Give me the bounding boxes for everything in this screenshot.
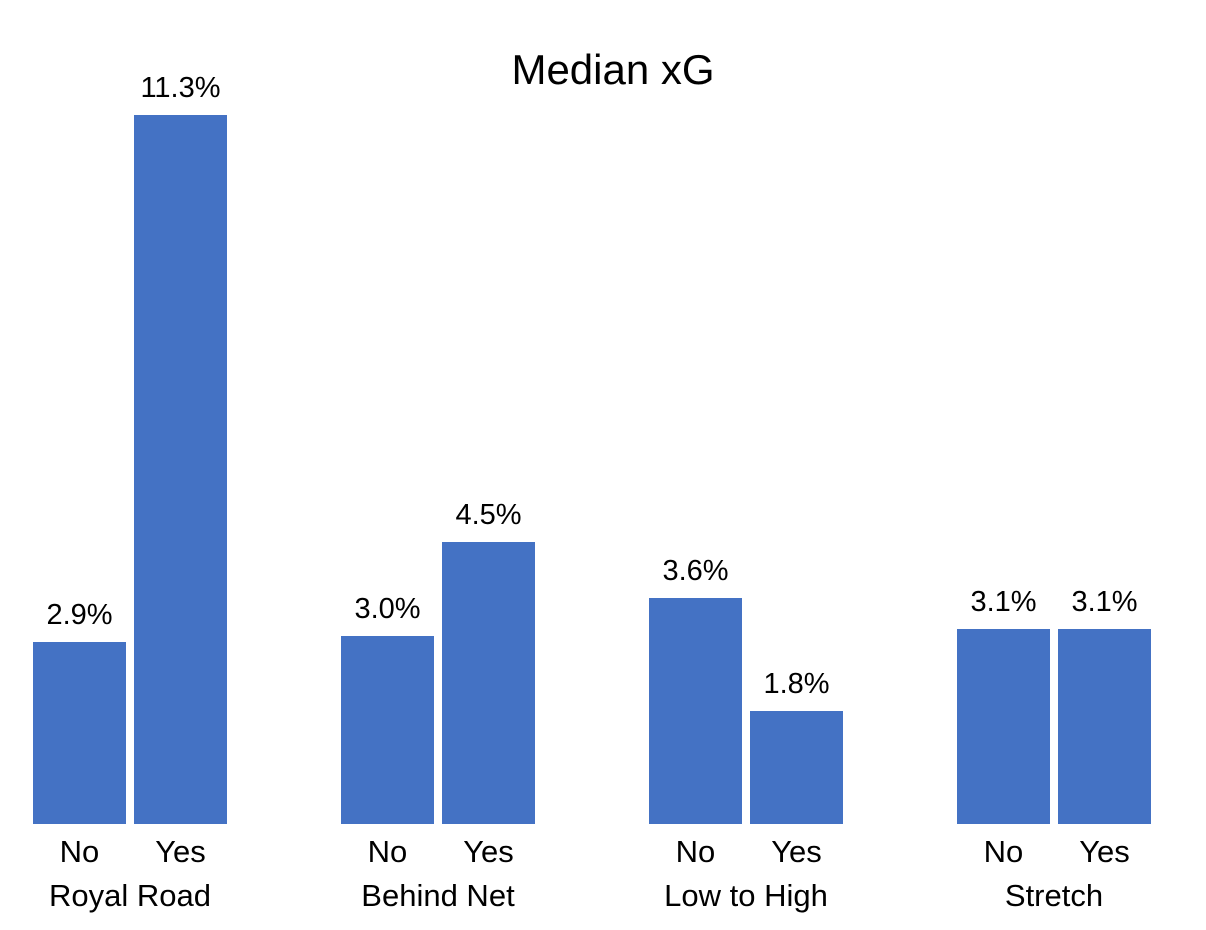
value-label: 3.1%	[1071, 586, 1138, 618]
category-labels-row: No Yes	[957, 834, 1151, 870]
category-label: No	[367, 834, 408, 869]
category-label: Yes	[463, 834, 514, 869]
bars-row: 3.6% 1.8%	[649, 554, 843, 824]
value-label: 4.5%	[455, 499, 522, 531]
group-label: Stretch	[1004, 878, 1104, 913]
category-labels-row: No Yes	[649, 834, 843, 870]
bar	[33, 642, 126, 824]
value-label: 3.6%	[662, 555, 729, 587]
bar-group-royal-road: 2.9% 11.3% No Yes Royal Road	[33, 71, 227, 914]
value-label: 1.8%	[763, 668, 830, 700]
bar-column: 3.0%	[341, 592, 434, 824]
bar-group-behind-net: 3.0% 4.5% No Yes Behind Net	[341, 498, 535, 914]
category-label: No	[675, 834, 716, 869]
value-label: 2.9%	[46, 599, 113, 631]
group-label: Low to High	[664, 878, 828, 913]
category-label: No	[983, 834, 1024, 869]
group-label: Royal Road	[49, 878, 211, 913]
bar-column: 3.6%	[649, 554, 742, 824]
bar	[442, 542, 535, 824]
bar-column: 11.3%	[134, 71, 227, 824]
bar-column: 1.8%	[750, 667, 843, 824]
category-label: Yes	[155, 834, 206, 869]
bar-column: 3.1%	[1058, 585, 1151, 824]
bar	[341, 636, 434, 824]
bar-column: 4.5%	[442, 498, 535, 824]
bar-chart-plot-area: 2.9% 11.3% No Yes Royal Road 3.0% 4.5% No Yes Beh…	[33, 0, 1151, 914]
value-label: 3.0%	[354, 593, 421, 625]
bar	[649, 598, 742, 824]
category-labels-row: No Yes	[33, 834, 227, 870]
value-label: 3.1%	[970, 586, 1037, 618]
bars-row: 3.1% 3.1%	[957, 585, 1151, 824]
category-label: No	[59, 834, 100, 869]
chart-title: Median xG	[511, 46, 715, 93]
bar-column: 3.1%	[957, 585, 1050, 824]
category-label: Yes	[771, 834, 822, 869]
bar	[957, 629, 1050, 824]
bars-row: 2.9% 11.3%	[33, 71, 227, 824]
bars-row: 3.0% 4.5%	[341, 498, 535, 824]
category-label: Yes	[1079, 834, 1130, 869]
bar-group-low-to-high: 3.6% 1.8% No Yes Low to High	[649, 554, 843, 914]
category-labels-row: No Yes	[341, 834, 535, 870]
bar	[134, 115, 227, 824]
bar-group-stretch: 3.1% 3.1% No Yes Stretch	[957, 585, 1151, 914]
bar-column: 2.9%	[33, 598, 126, 824]
group-label: Behind Net	[361, 878, 515, 913]
bar	[1058, 629, 1151, 824]
bar	[750, 711, 843, 824]
value-label: 11.3%	[140, 72, 221, 104]
